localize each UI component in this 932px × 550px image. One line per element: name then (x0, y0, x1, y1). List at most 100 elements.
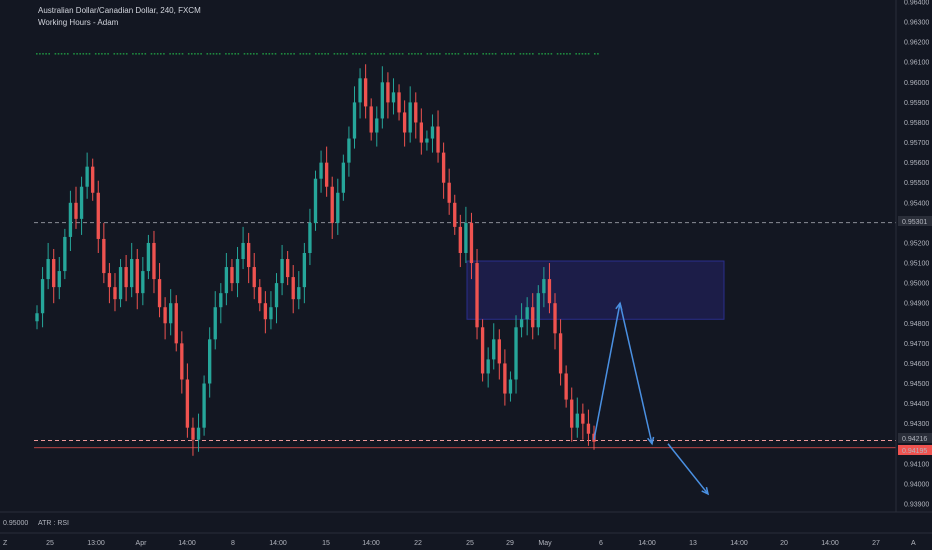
candle-body (230, 267, 234, 284)
working-hours-dot (215, 53, 218, 55)
working-hours-dot (342, 53, 345, 55)
candle-body (152, 242, 156, 280)
working-hours-dot (525, 53, 528, 55)
time-tick-label: 8 (231, 540, 235, 547)
projection-arrow-line[interactable] (667, 443, 709, 495)
working-hours-dot (454, 53, 457, 55)
working-hours-dot (187, 53, 190, 55)
working-hours-dot (178, 53, 181, 55)
time-tick-label: 29 (506, 540, 514, 547)
price-tick-label: 0.96100 (904, 60, 929, 67)
working-hours-dot (231, 53, 233, 55)
candle-body (235, 259, 240, 284)
working-hours-dot (253, 53, 255, 55)
candle-body (35, 313, 39, 322)
candle-body (503, 363, 507, 394)
badge-h-line-1-text: 0.95301 (902, 219, 927, 226)
candle-body (519, 319, 524, 328)
projection-arrow-line[interactable] (593, 303, 621, 440)
working-hours-dot (584, 53, 587, 55)
candle-body (553, 303, 557, 334)
working-hours-dot (60, 53, 63, 55)
working-hours-dot (594, 53, 596, 55)
price-tick-label: 0.96300 (904, 20, 929, 27)
candle-body (269, 307, 273, 320)
working-hours-dot (160, 53, 162, 55)
auto-scale-button[interactable]: A (911, 540, 916, 547)
candle-body (363, 78, 368, 107)
candle-body (135, 259, 139, 294)
working-hours-dot (302, 53, 305, 55)
working-hours-dot (156, 53, 159, 55)
price-tick-label: 0.95600 (904, 160, 929, 167)
candle-body (475, 263, 479, 328)
working-hours-dot (411, 53, 413, 55)
working-hours-dot (194, 53, 196, 55)
candle-body (547, 279, 552, 304)
price-tick-label: 0.95400 (904, 200, 929, 207)
working-hours-dot (290, 53, 292, 55)
candle-body (402, 112, 407, 133)
candle-body (191, 427, 195, 440)
working-hours-dot (85, 53, 88, 55)
candle-body (246, 242, 251, 268)
time-axis[interactable]: 25 13:00 Apr 14:00 8 14:00 15 14:00 22 25 29 May 6 14… (46, 540, 880, 547)
working-hours-dot (45, 53, 47, 55)
working-hours-dot (346, 53, 348, 55)
candle-body (480, 327, 485, 374)
working-hours-dot (287, 53, 289, 55)
candle-body (319, 162, 323, 179)
candle-body (308, 222, 312, 253)
candle-body (447, 182, 451, 203)
working-hours-dot (243, 53, 246, 55)
price-axis[interactable]: 0.96400 0.96300 0.96200 0.96100 0.96000 0.959… (904, 0, 929, 508)
working-hours-dot (377, 53, 379, 55)
working-hours-dot (556, 53, 559, 55)
working-hours-dot (333, 53, 336, 55)
candle-body (380, 82, 385, 119)
time-tick-label: Apr (136, 540, 148, 547)
working-hours-dot (358, 53, 360, 55)
price-tick-label: 0.94900 (904, 301, 929, 308)
working-hours-dot (197, 53, 199, 55)
candle-body (285, 259, 290, 278)
time-tick-label: 13 (689, 540, 697, 547)
zoom-button[interactable]: Z (3, 540, 8, 547)
time-tick-label: 14:00 (269, 540, 287, 547)
time-tick-label: 14:00 (638, 540, 656, 547)
working-hours-dot (587, 53, 590, 55)
projection-arrow-line[interactable] (619, 303, 653, 444)
working-hours-dot (324, 53, 326, 55)
working-hours-dot (417, 53, 419, 55)
working-hours-dot (104, 53, 106, 55)
time-tick-label: 25 (466, 540, 474, 547)
working-hours-dot (39, 53, 41, 55)
working-hours-dot (200, 53, 202, 55)
working-hours-dot (389, 53, 391, 55)
supply-zone-rectangle[interactable] (466, 260, 725, 320)
candle-body (107, 273, 112, 288)
candle-body (174, 303, 178, 344)
price-tick-label: 0.94800 (904, 321, 929, 328)
price-tick-label: 0.95200 (904, 240, 929, 247)
working-hours-dot (544, 53, 546, 55)
candle-body (458, 226, 462, 253)
sub-pane-label: ATR : RSI (38, 520, 69, 527)
working-hours-dot (501, 53, 503, 55)
time-tick-label: May (538, 540, 552, 547)
working-hours-dot (432, 53, 435, 55)
candle-body (118, 267, 123, 300)
candle-body (196, 427, 201, 440)
projection-arrows[interactable] (593, 301, 710, 496)
working-hours-dot (153, 53, 156, 55)
working-hours-dot (249, 53, 252, 55)
working-hours-dot (206, 53, 209, 55)
working-hours-dot (191, 53, 193, 55)
price-tick-label: 0.93900 (904, 501, 929, 508)
working-hours-dot (597, 53, 599, 55)
symbol-title: Australian Dollar/Canadian Dollar, 240, … (38, 6, 201, 15)
candle-body (386, 82, 390, 103)
working-hours-dot (144, 53, 147, 55)
